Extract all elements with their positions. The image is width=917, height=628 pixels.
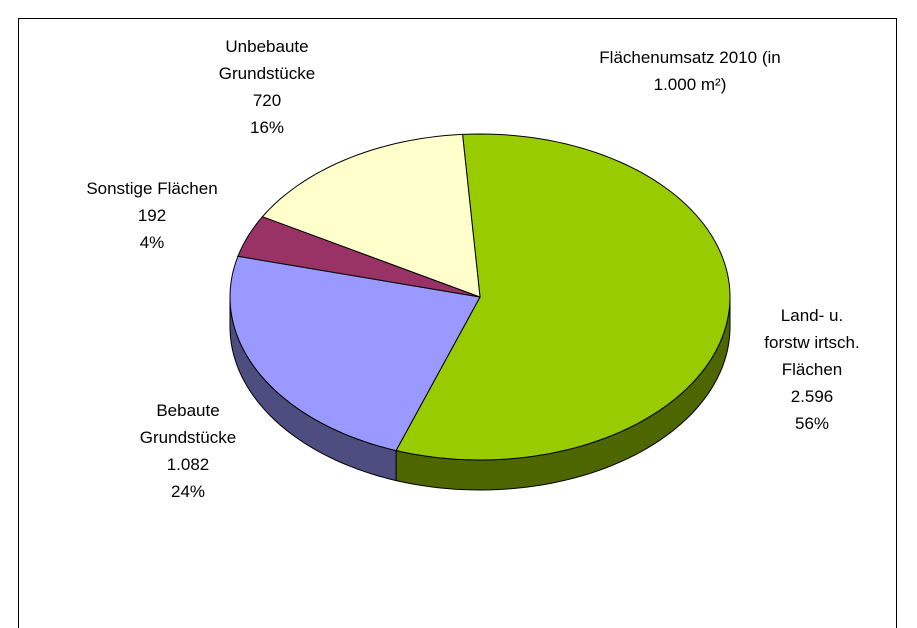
data-label: Unbebaute Grundstücke 720 16% xyxy=(157,33,377,141)
value-label: 192 xyxy=(137,206,167,225)
chart-frame xyxy=(18,18,897,628)
category-label: Land- u. forstw irtsch. Flächen xyxy=(764,306,860,379)
data-label: Land- u. forstw irtsch. Flächen 2.596 56% xyxy=(702,302,917,437)
category-label: Unbebaute Grundstücke xyxy=(218,37,316,83)
chart-title: Flächenumsatz 2010 (in 1.000 m²) xyxy=(599,48,781,94)
value-label: 2.596 xyxy=(790,387,834,406)
percent-label: 24% xyxy=(170,482,206,501)
value-label: 720 xyxy=(252,91,282,110)
data-label: Bebaute Grundstücke 1.082 24% xyxy=(78,397,298,505)
category-label: Bebaute Grundstücke xyxy=(139,401,237,447)
value-label: 1.082 xyxy=(166,455,210,474)
data-label: Sonstige Flächen 192 4% xyxy=(42,175,262,256)
slice xyxy=(237,216,481,298)
percent-label: 4% xyxy=(139,233,165,252)
percent-label: 56% xyxy=(794,414,830,433)
slice xyxy=(229,255,481,452)
slice xyxy=(261,133,481,298)
category-label: Sonstige Flächen xyxy=(86,179,218,198)
slice xyxy=(395,133,731,461)
percent-label: 16% xyxy=(249,118,285,137)
